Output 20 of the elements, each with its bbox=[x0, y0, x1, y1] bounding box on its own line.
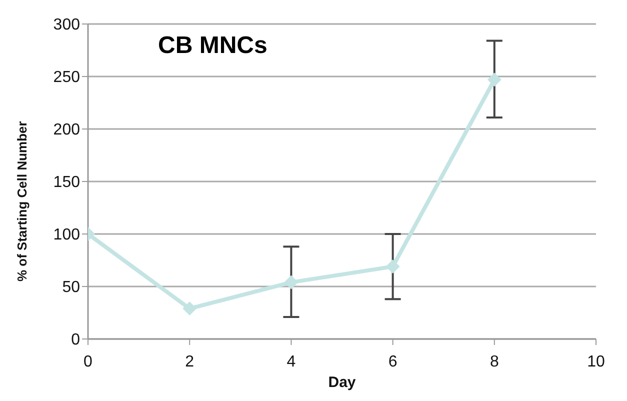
point bbox=[284, 275, 298, 290]
y-tick-label: 150 bbox=[53, 174, 80, 192]
y-tick-label: 100 bbox=[53, 226, 80, 244]
x-axis-title: Day bbox=[328, 374, 356, 391]
x-tick-label: 2 bbox=[185, 353, 194, 370]
x-tick-label: 8 bbox=[490, 353, 499, 370]
y-tick-label: 200 bbox=[53, 122, 80, 139]
x-tick-label: 10 bbox=[587, 353, 605, 370]
point bbox=[386, 260, 400, 274]
point bbox=[182, 302, 197, 316]
y-tick-label: 300 bbox=[53, 16, 80, 34]
y-tick-label: 50 bbox=[62, 279, 80, 296]
point bbox=[487, 72, 502, 87]
x-tick-label: 0 bbox=[84, 353, 93, 370]
y-axis-title: % of Starting Cell Number bbox=[14, 121, 30, 282]
x-tick-label: 6 bbox=[388, 353, 398, 370]
chart-title: CB MNCs bbox=[158, 32, 268, 60]
x-tick-label: 4 bbox=[286, 353, 296, 370]
y-tick-label: 250 bbox=[53, 69, 80, 86]
y-tick-label: 0 bbox=[71, 332, 80, 349]
